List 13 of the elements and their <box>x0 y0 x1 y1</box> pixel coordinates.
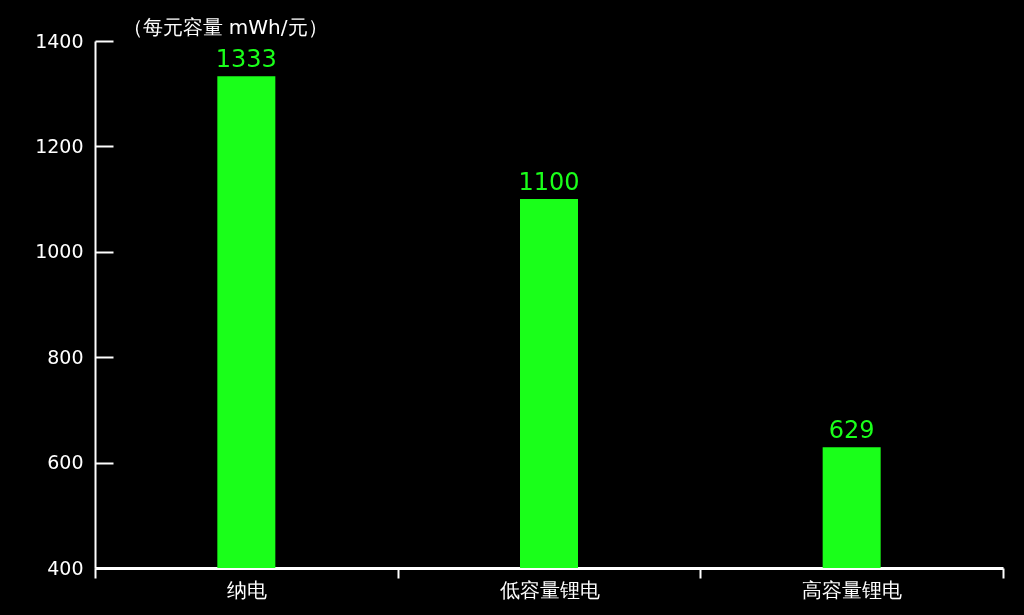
data-label: 1333 <box>215 45 277 74</box>
data-label: 629 <box>828 416 875 445</box>
y-tick-label: 1000 <box>35 240 84 263</box>
x-tick-label: 高容量锂电 <box>802 577 903 602</box>
y-tick-label: 1200 <box>35 134 84 157</box>
y-tick-label: 400 <box>47 556 84 579</box>
y-tick-label: 600 <box>47 451 84 474</box>
y-axis-title: （每元容量 mWh/元） <box>122 14 328 39</box>
data-label: 1100 <box>518 168 580 197</box>
x-tick-label: 低容量锂电 <box>499 577 600 602</box>
x-tick-label: 纳电 <box>226 577 267 602</box>
y-tick-label: 1400 <box>35 29 84 52</box>
y-tick-label: 800 <box>47 345 84 368</box>
